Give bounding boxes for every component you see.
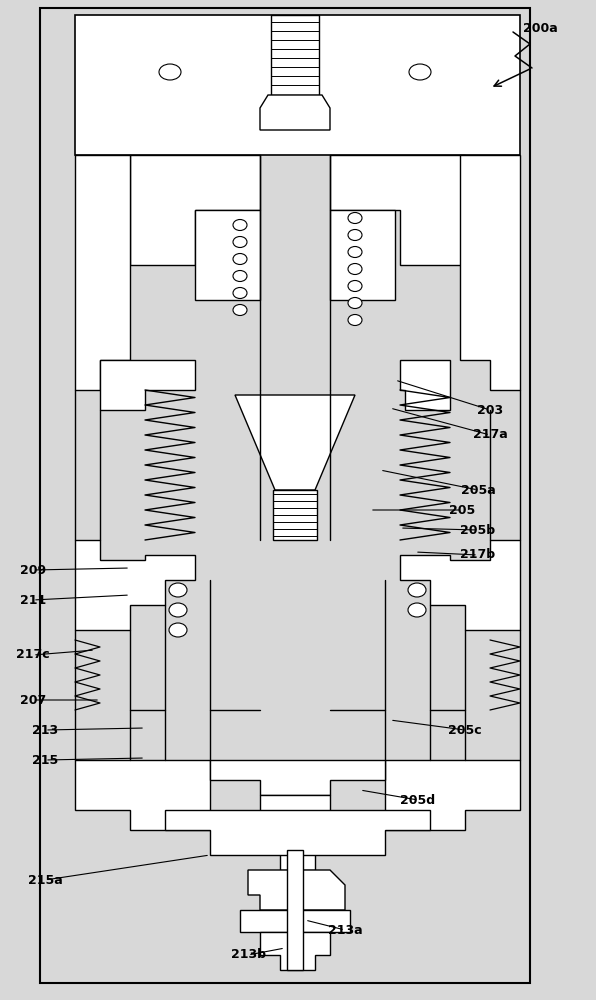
Text: 215a: 215a xyxy=(27,874,63,886)
Text: 205a: 205a xyxy=(461,484,495,496)
Polygon shape xyxy=(330,210,395,300)
Polygon shape xyxy=(100,360,195,410)
Ellipse shape xyxy=(409,64,431,80)
Ellipse shape xyxy=(348,314,362,326)
Text: 200a: 200a xyxy=(523,21,557,34)
Ellipse shape xyxy=(408,583,426,597)
Polygon shape xyxy=(75,760,210,830)
Text: 217a: 217a xyxy=(473,428,507,442)
Ellipse shape xyxy=(159,64,181,80)
Text: 215: 215 xyxy=(32,754,58,766)
Ellipse shape xyxy=(233,253,247,264)
Ellipse shape xyxy=(348,213,362,224)
Text: 205: 205 xyxy=(449,504,475,516)
Ellipse shape xyxy=(169,583,187,597)
Ellipse shape xyxy=(348,263,362,274)
Polygon shape xyxy=(273,490,317,540)
Ellipse shape xyxy=(169,603,187,617)
Text: 213a: 213a xyxy=(328,924,362,936)
Polygon shape xyxy=(460,155,520,390)
Polygon shape xyxy=(75,15,520,155)
Polygon shape xyxy=(271,15,319,95)
Ellipse shape xyxy=(348,280,362,292)
Polygon shape xyxy=(260,95,330,130)
Polygon shape xyxy=(195,210,260,300)
Ellipse shape xyxy=(233,270,247,282)
Ellipse shape xyxy=(233,220,247,231)
Text: 207: 207 xyxy=(20,694,46,706)
Ellipse shape xyxy=(408,603,426,617)
Ellipse shape xyxy=(169,623,187,637)
Polygon shape xyxy=(400,360,450,410)
Polygon shape xyxy=(165,810,430,855)
Ellipse shape xyxy=(233,288,247,298)
Polygon shape xyxy=(235,395,355,490)
Ellipse shape xyxy=(233,304,247,316)
Text: 211: 211 xyxy=(20,593,46,606)
Polygon shape xyxy=(248,870,345,910)
Text: 205c: 205c xyxy=(448,724,482,736)
Polygon shape xyxy=(240,910,350,932)
Polygon shape xyxy=(130,155,260,265)
Text: 203: 203 xyxy=(477,403,503,416)
Polygon shape xyxy=(330,155,465,265)
Text: 217b: 217b xyxy=(461,548,495,562)
Text: 205b: 205b xyxy=(461,524,495,536)
Text: 205d: 205d xyxy=(401,794,436,806)
Ellipse shape xyxy=(233,236,247,247)
Text: 213: 213 xyxy=(32,724,58,736)
Ellipse shape xyxy=(348,298,362,308)
Polygon shape xyxy=(260,932,330,970)
Ellipse shape xyxy=(348,230,362,240)
Polygon shape xyxy=(75,540,195,630)
Polygon shape xyxy=(385,760,520,830)
Polygon shape xyxy=(287,850,303,970)
Text: 209: 209 xyxy=(20,564,46,576)
Polygon shape xyxy=(400,540,520,630)
Polygon shape xyxy=(210,760,385,795)
Polygon shape xyxy=(260,795,330,870)
Text: 217c: 217c xyxy=(16,648,50,662)
Ellipse shape xyxy=(348,246,362,257)
Polygon shape xyxy=(75,155,130,390)
Text: 213b: 213b xyxy=(231,948,265,962)
